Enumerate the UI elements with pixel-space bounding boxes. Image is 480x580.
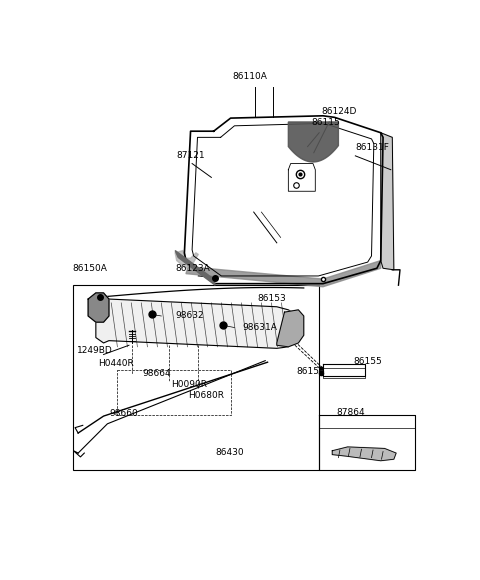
Text: 86156: 86156 — [296, 367, 325, 376]
Text: 1249BD: 1249BD — [77, 346, 112, 355]
Polygon shape — [175, 251, 215, 285]
Text: 86430: 86430 — [215, 448, 244, 456]
Text: 86150A: 86150A — [72, 264, 107, 273]
Polygon shape — [381, 133, 394, 270]
Text: 98631A: 98631A — [242, 323, 277, 332]
Polygon shape — [88, 293, 109, 322]
Text: H0440R: H0440R — [98, 359, 134, 368]
Text: 86123A: 86123A — [175, 264, 210, 273]
Text: 87864: 87864 — [337, 408, 365, 416]
Text: 87121: 87121 — [177, 151, 205, 160]
Text: 86110A: 86110A — [232, 72, 267, 81]
Polygon shape — [96, 299, 299, 349]
Text: 86115: 86115 — [312, 118, 340, 127]
Text: H0680R: H0680R — [188, 390, 224, 400]
Text: H0090R: H0090R — [171, 380, 207, 389]
Polygon shape — [186, 260, 381, 287]
Text: 86153: 86153 — [258, 293, 286, 303]
Text: 98664: 98664 — [142, 369, 171, 378]
Text: 86131F: 86131F — [355, 143, 389, 153]
Text: 98660: 98660 — [109, 409, 138, 418]
Polygon shape — [288, 122, 338, 162]
Polygon shape — [175, 251, 198, 269]
Bar — [73, 285, 319, 470]
Polygon shape — [184, 116, 383, 284]
Text: 86124D: 86124D — [322, 107, 357, 116]
Polygon shape — [332, 447, 396, 461]
Polygon shape — [277, 310, 304, 347]
Text: 86155: 86155 — [354, 357, 383, 366]
Text: 98632: 98632 — [175, 310, 204, 320]
